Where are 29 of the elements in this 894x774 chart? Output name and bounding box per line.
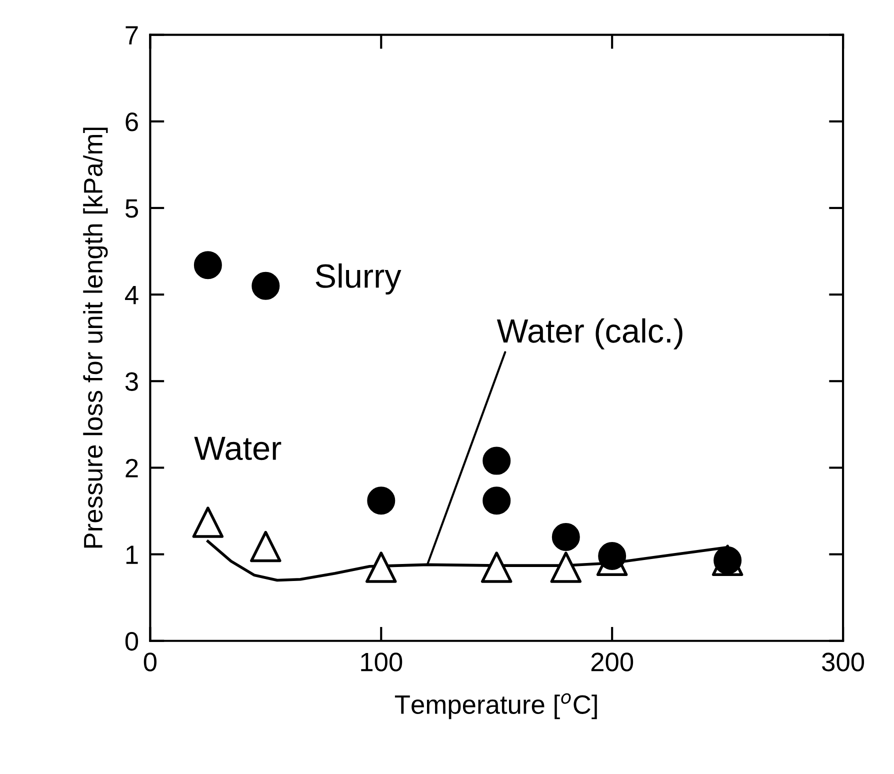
y-tick-label: 3 bbox=[125, 372, 138, 391]
point bbox=[366, 552, 397, 583]
y-axis-title: Pressure loss for unit length [kPa/m] bbox=[83, 128, 108, 548]
point bbox=[480, 552, 512, 583]
y-tick-label: 4 bbox=[125, 286, 138, 304]
y-tick-label: 6 bbox=[126, 112, 138, 132]
point bbox=[598, 542, 626, 570]
y-tick-label: 5 bbox=[125, 199, 138, 218]
y-tick-label: 0 bbox=[125, 632, 138, 651]
annotation: Slurry bbox=[316, 263, 402, 294]
x-tick-label: 100 bbox=[361, 652, 402, 672]
point bbox=[550, 552, 582, 583]
point bbox=[482, 446, 511, 475]
y-tick-label: 7 bbox=[126, 26, 138, 44]
x-axis-title: Temperature [$^{o}$C] bbox=[394, 693, 597, 720]
point bbox=[252, 272, 280, 300]
point bbox=[367, 486, 396, 515]
annotation: Water bbox=[194, 436, 282, 460]
y-tick-label: 1 bbox=[126, 546, 138, 564]
point bbox=[250, 530, 282, 562]
point bbox=[194, 251, 222, 280]
annotation: Water (calc.) bbox=[496, 318, 682, 350]
point bbox=[552, 522, 580, 551]
point bbox=[482, 486, 511, 515]
x-tick-label: 0 bbox=[144, 652, 156, 672]
x-tick-label: 200 bbox=[591, 652, 634, 672]
x-tick-label: 300 bbox=[822, 652, 864, 672]
y-tick-label: 2 bbox=[126, 458, 138, 478]
point bbox=[192, 506, 224, 538]
